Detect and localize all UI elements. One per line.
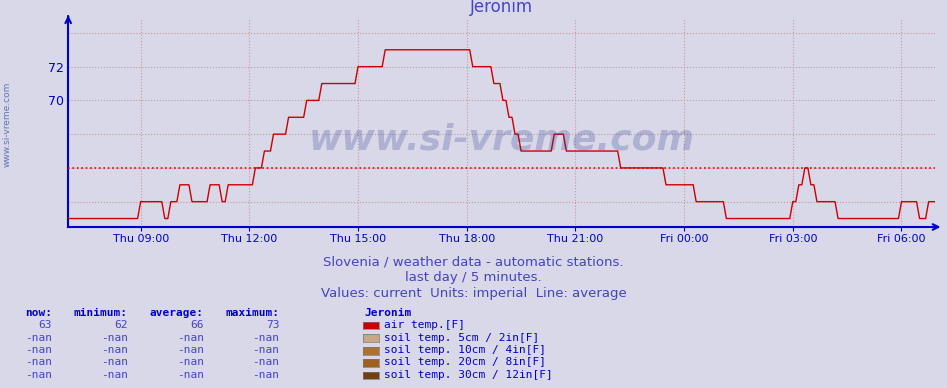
Text: Fri 03:00: Fri 03:00 (769, 234, 817, 244)
Text: Slovenia / weather data - automatic stations.: Slovenia / weather data - automatic stat… (323, 256, 624, 269)
Text: soil temp. 10cm / 4in[F]: soil temp. 10cm / 4in[F] (384, 345, 545, 355)
Text: -nan: -nan (25, 370, 52, 380)
Text: -nan: -nan (100, 357, 128, 367)
Text: -nan: -nan (25, 333, 52, 343)
Text: -nan: -nan (100, 345, 128, 355)
Text: Values: current  Units: imperial  Line: average: Values: current Units: imperial Line: av… (321, 287, 626, 300)
Text: www.si-vreme.com: www.si-vreme.com (3, 81, 12, 167)
Text: maximum:: maximum: (225, 308, 279, 318)
Text: -nan: -nan (252, 357, 279, 367)
Text: air temp.[F]: air temp.[F] (384, 320, 465, 330)
Text: 63: 63 (39, 320, 52, 330)
Text: minimum:: minimum: (74, 308, 128, 318)
Text: -nan: -nan (176, 357, 204, 367)
Text: soil temp. 30cm / 12in[F]: soil temp. 30cm / 12in[F] (384, 370, 552, 380)
Text: soil temp. 20cm / 8in[F]: soil temp. 20cm / 8in[F] (384, 357, 545, 367)
Text: Jeronim: Jeronim (365, 308, 412, 318)
Text: 62: 62 (115, 320, 128, 330)
Text: -nan: -nan (176, 370, 204, 380)
Text: -nan: -nan (252, 345, 279, 355)
Title: Jeronim: Jeronim (470, 0, 533, 16)
Text: Fri 06:00: Fri 06:00 (877, 234, 926, 244)
Text: Thu 18:00: Thu 18:00 (438, 234, 495, 244)
Text: Thu 09:00: Thu 09:00 (113, 234, 169, 244)
Text: -nan: -nan (176, 333, 204, 343)
Text: 66: 66 (190, 320, 204, 330)
Text: soil temp. 5cm / 2in[F]: soil temp. 5cm / 2in[F] (384, 333, 539, 343)
Text: www.si-vreme.com: www.si-vreme.com (309, 123, 694, 157)
Text: last day / 5 minutes.: last day / 5 minutes. (405, 271, 542, 284)
Text: now:: now: (25, 308, 52, 318)
Text: Fri 00:00: Fri 00:00 (660, 234, 708, 244)
Text: -nan: -nan (25, 345, 52, 355)
Text: -nan: -nan (176, 345, 204, 355)
Text: -nan: -nan (100, 370, 128, 380)
Text: average:: average: (150, 308, 204, 318)
Text: -nan: -nan (252, 333, 279, 343)
Text: -nan: -nan (25, 357, 52, 367)
Text: Thu 15:00: Thu 15:00 (330, 234, 386, 244)
Text: Thu 21:00: Thu 21:00 (547, 234, 603, 244)
Text: -nan: -nan (252, 370, 279, 380)
Text: -nan: -nan (100, 333, 128, 343)
Text: 73: 73 (266, 320, 279, 330)
Text: Thu 12:00: Thu 12:00 (222, 234, 277, 244)
